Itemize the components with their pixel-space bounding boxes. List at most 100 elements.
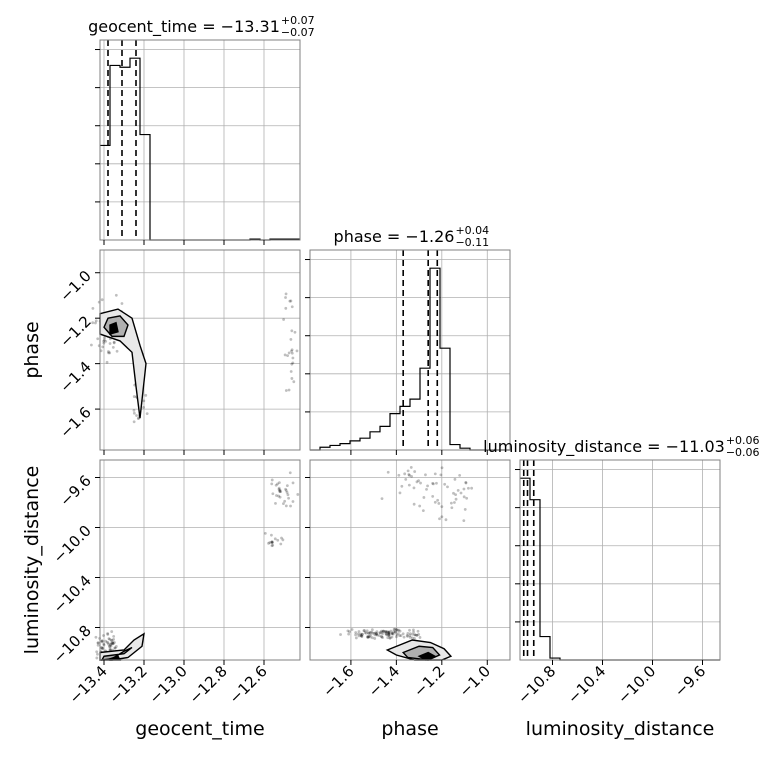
scatter-point (433, 500, 437, 504)
scatter-point (375, 633, 379, 637)
scatter-point (109, 644, 113, 648)
title-plus: +0.06 (726, 434, 760, 447)
scatter-point (274, 483, 278, 487)
scatter-point (263, 531, 267, 535)
scatter-point (284, 296, 287, 299)
scatter-point (375, 632, 378, 636)
scatter-point (354, 631, 358, 634)
scatter-point (145, 412, 149, 416)
scatter-point (394, 630, 397, 634)
scatter-point (421, 509, 425, 512)
scatter-point (268, 541, 272, 544)
scatter-point (91, 306, 95, 310)
scatter-point (384, 630, 388, 633)
scatter-point (452, 491, 455, 495)
scatter-point (104, 639, 108, 643)
scatter-point (443, 482, 447, 486)
scatter-point (104, 340, 108, 343)
scatter-point (456, 488, 460, 492)
scatter-point (109, 642, 113, 646)
scatter-point (277, 487, 281, 491)
axes-frame (519, 459, 721, 661)
panel-title-phase: phase = −1.26 +0.04−0.11 (334, 224, 490, 249)
scatter-point (418, 504, 422, 508)
scatter-point (290, 362, 294, 366)
scatter-point (283, 499, 287, 503)
scatter-point (387, 633, 391, 636)
scatter-point (357, 634, 361, 638)
scatter-point (440, 515, 444, 519)
scatter-point (449, 501, 453, 505)
title-text: phase = −1.26 (334, 227, 455, 246)
scatter-point (113, 646, 117, 650)
scatter-point (410, 474, 413, 478)
scatter-point (385, 630, 389, 633)
scatter-point (113, 641, 116, 644)
scatter-point (454, 497, 458, 501)
scatter-point (458, 473, 462, 477)
scatter-point (408, 473, 411, 477)
scatter-point (419, 481, 422, 485)
scatter-point (360, 634, 363, 638)
scatter-point (363, 631, 367, 634)
x-axis-label: luminosity_distance (526, 718, 715, 740)
scatter-point (417, 479, 420, 483)
scatter-point (270, 544, 274, 548)
scatter-point (108, 342, 112, 345)
scatter-point (392, 630, 396, 633)
scatter-point (384, 630, 388, 634)
scatter-point (387, 632, 391, 636)
scatter-point (270, 540, 274, 544)
scatter-point (108, 647, 112, 651)
scatter-point (391, 632, 395, 636)
scatter-point (271, 543, 275, 547)
scatter-point (440, 466, 444, 470)
scatter-point (291, 481, 295, 485)
scatter-point (382, 629, 386, 633)
scatter-point (384, 630, 388, 634)
scatter-point (446, 485, 449, 489)
scatter-point (359, 632, 362, 636)
scatter-point (370, 636, 374, 640)
scatter-point (370, 630, 374, 634)
scatter-point (95, 656, 99, 660)
scatter-point (132, 408, 136, 412)
scatter-point (375, 633, 379, 637)
scatter-point (381, 636, 384, 639)
scatter-point (415, 480, 419, 484)
scatter-point (144, 393, 148, 397)
scatter-point (291, 356, 295, 360)
scatter-point (100, 640, 104, 644)
scatter-point (289, 370, 293, 373)
scatter-point (388, 636, 392, 640)
scatter-point (279, 490, 283, 494)
scatter-point (132, 395, 136, 398)
scatter-point (392, 627, 396, 631)
title-text: luminosity_distance = −11.03 (483, 437, 725, 457)
scatter-point (397, 628, 401, 632)
scatter-point (290, 305, 294, 309)
scatter-point (402, 635, 406, 639)
scatter-point (426, 484, 429, 488)
scatter-point (433, 472, 437, 476)
title-minus: −0.06 (726, 446, 760, 459)
scatter-point (453, 501, 456, 504)
scatter-point (270, 541, 274, 545)
scatter-point (111, 641, 115, 645)
scatter-point (390, 632, 394, 636)
scatter-point (369, 633, 372, 637)
scatter-point (450, 506, 454, 510)
scatter-point (357, 630, 361, 633)
scatter-point (398, 629, 402, 633)
scatter-point (463, 508, 467, 511)
scatter-point (431, 482, 435, 485)
title-text: geocent_time = −13.31 (88, 17, 280, 37)
scatter-point (108, 637, 112, 641)
scatter-point (424, 473, 427, 477)
scatter-point (362, 629, 366, 633)
axes-frame (309, 249, 511, 451)
scatter-point (373, 637, 377, 640)
scatter-point (109, 639, 113, 642)
scatter-point (103, 338, 106, 342)
scatter-point (380, 497, 384, 501)
